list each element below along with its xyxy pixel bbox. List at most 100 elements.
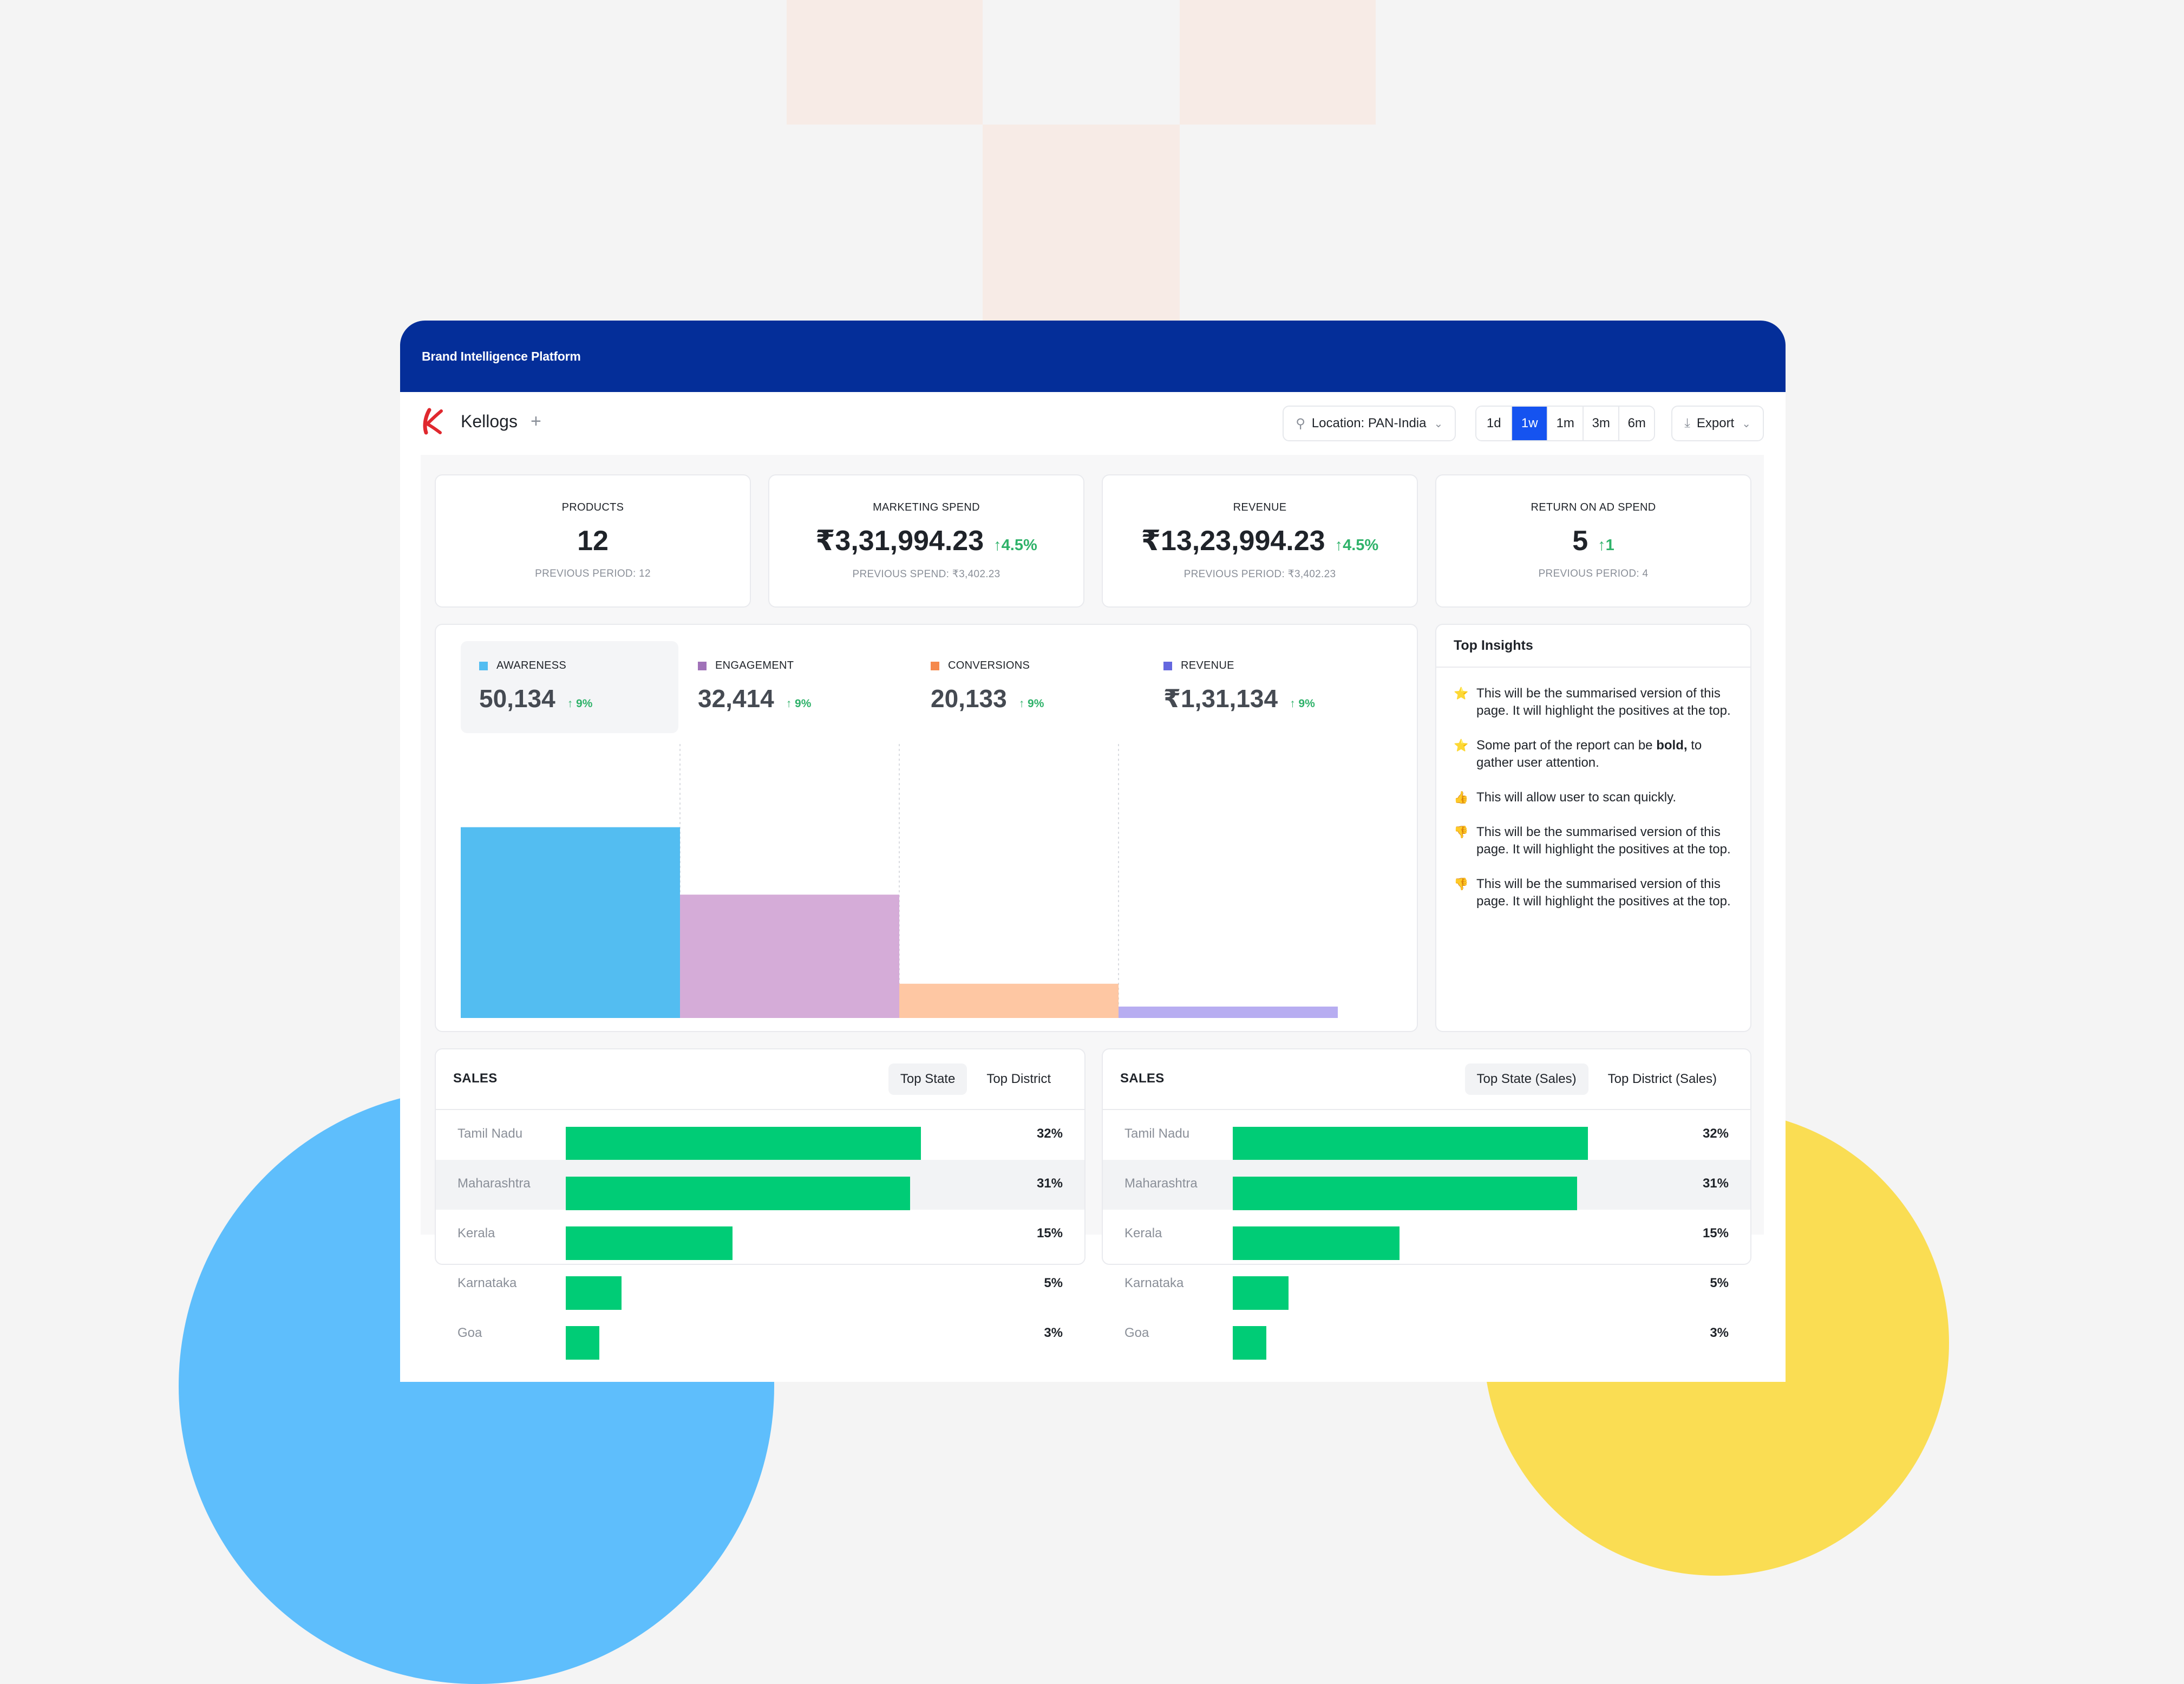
table-row[interactable]: Kerala 15%: [436, 1210, 1084, 1260]
location-dropdown[interactable]: ⚲ Location: PAN-India ⌄: [1283, 406, 1456, 441]
location-pin-icon: ⚲: [1296, 416, 1305, 431]
kpi-delta: ↑4.5%: [1335, 537, 1379, 554]
kpi-label: RETURN ON AD SPEND: [1531, 501, 1656, 513]
legend-value: 50,134: [479, 684, 555, 713]
table-row[interactable]: Maharashtra 31%: [436, 1160, 1084, 1210]
legend-label: REVENUE: [1181, 660, 1234, 671]
legend-swatch: [698, 661, 707, 670]
thumbs-down-icon: 👎: [1454, 825, 1469, 839]
kellogs-logo-icon: [423, 408, 443, 435]
kpi-value: 12: [577, 525, 609, 557]
tab-top-state[interactable]: Top State: [888, 1063, 967, 1095]
state-name: Kerala: [457, 1226, 495, 1241]
sales-bar: [1233, 1276, 1289, 1310]
insight-text-part: to gather user attention.: [1476, 738, 1702, 770]
range-3m[interactable]: 3m: [1584, 407, 1620, 440]
kpi-delta: ↑4.5%: [993, 537, 1037, 554]
sales-bar: [1233, 1326, 1266, 1360]
legend-label: ENGAGEMENT: [715, 660, 794, 671]
kpi-card-roas: RETURN ON AD SPEND 5 ↑1 PREVIOUS PERIOD:…: [1435, 474, 1751, 608]
kpi-value: ₹13,23,994.23: [1141, 525, 1325, 557]
sales-percent: 5%: [1710, 1276, 1729, 1290]
kpi-previous: PREVIOUS SPEND: ₹3,402.23: [852, 569, 1001, 580]
chevron-down-icon: ⌄: [1434, 417, 1443, 430]
sales-header: SALES Top State (Sales) Top District (Sa…: [1103, 1049, 1750, 1110]
tab-top-district[interactable]: Top District: [986, 1072, 1051, 1086]
dashboard-content: PRODUCTS 12 PREVIOUS PERIOD: 12 MARKETIN…: [421, 455, 1764, 1360]
insight-text: This will be the summarised version of t…: [1476, 877, 1731, 909]
table-row[interactable]: Karnataka 5%: [436, 1259, 1084, 1310]
state-name: Tamil Nadu: [1124, 1126, 1190, 1141]
insight-text: This will be the summarised version of t…: [1476, 825, 1731, 857]
state-name: Goa: [1124, 1326, 1149, 1340]
export-button[interactable]: ⤓ Export ⌄: [1671, 406, 1764, 441]
legend-revenue[interactable]: REVENUE ₹1,31,134 ↑ 9%: [1145, 641, 1362, 733]
chart-bar-engagement[interactable]: [680, 895, 899, 1018]
sales-percent: 3%: [1044, 1326, 1063, 1340]
table-row[interactable]: Kerala 15%: [1103, 1210, 1750, 1260]
sales-title: SALES: [1120, 1071, 1165, 1086]
kpi-value: 5: [1572, 525, 1588, 557]
kpi-previous: PREVIOUS PERIOD: 12: [535, 568, 651, 579]
kpi-value-row: 5 ↑1: [1436, 525, 1750, 557]
insight-item: ⭐ This will be the summarised version of…: [1436, 685, 1750, 720]
legend-value: 32,414: [698, 684, 774, 713]
range-6m[interactable]: 6m: [1619, 407, 1655, 440]
table-row[interactable]: Tamil Nadu 32%: [1103, 1110, 1750, 1160]
legend-awareness[interactable]: AWARENESS 50,134 ↑ 9%: [461, 641, 678, 733]
legend-engagement[interactable]: ENGAGEMENT 32,414 ↑ 9%: [679, 641, 896, 733]
star-icon: ⭐: [1454, 687, 1469, 700]
download-icon: ⤓: [1684, 416, 1690, 430]
insight-text: This will allow user to scan quickly.: [1476, 790, 1677, 805]
background-square: [983, 125, 1180, 321]
range-1w[interactable]: 1w: [1512, 407, 1548, 440]
sales-percent: 32%: [1036, 1126, 1063, 1141]
sales-percent: 15%: [1036, 1226, 1063, 1241]
sales-bar: [1233, 1127, 1588, 1160]
brand-bar: Kellogs + ⚲ Location: PAN-India ⌄ 1d 1w …: [400, 392, 1786, 451]
range-1m[interactable]: 1m: [1548, 407, 1584, 440]
thumbs-up-icon: 👍: [1454, 791, 1469, 804]
tab-top-district-sales[interactable]: Top District (Sales): [1607, 1072, 1717, 1086]
kpi-previous: PREVIOUS PERIOD: 4: [1538, 568, 1649, 579]
table-row[interactable]: Goa 3%: [436, 1309, 1084, 1360]
top-insights-card: Top Insights ⭐ This will be the summaris…: [1435, 624, 1751, 1032]
legend-conversions[interactable]: CONVERSIONS 20,133 ↑ 9%: [912, 641, 1129, 733]
sales-header: SALES Top State Top District: [436, 1049, 1084, 1110]
app-window: Brand Intelligence Platform Kellogs + ⚲ …: [400, 321, 1786, 1382]
state-name: Maharashtra: [457, 1176, 531, 1191]
legend-delta: ↑ 9%: [786, 697, 812, 710]
star-icon: ⭐: [1454, 739, 1469, 752]
sales-bar: [566, 1276, 622, 1310]
insight-bold-text: bold,: [1656, 738, 1688, 753]
kpi-value-row: ₹13,23,994.23 ↑4.5%: [1103, 525, 1417, 557]
insight-text-part: Some part of the report can be: [1476, 738, 1657, 753]
legend-delta: ↑ 9%: [1018, 697, 1044, 710]
state-name: Goa: [457, 1326, 482, 1340]
sales-rows: Tamil Nadu 32% Maharashtra 31% Kerala 15% Karn…: [1103, 1110, 1750, 1360]
kpi-delta: ↑1: [1598, 537, 1614, 554]
chart-bar-conversions[interactable]: [899, 983, 1119, 1018]
range-1d[interactable]: 1d: [1476, 407, 1513, 440]
table-row[interactable]: Karnataka 5%: [1103, 1259, 1750, 1310]
kpi-previous: PREVIOUS PERIOD: ₹3,402.23: [1183, 569, 1336, 580]
insight-item: 👍 This will allow user to scan quickly.: [1436, 789, 1750, 806]
kpi-value-row: ₹3,31,994.23 ↑4.5%: [769, 525, 1083, 557]
kpi-value-row: 12: [436, 525, 750, 557]
chart-bar-revenue[interactable]: [1119, 1006, 1338, 1018]
chart-bar-awareness[interactable]: [461, 827, 680, 1018]
sales-bar: [566, 1177, 910, 1210]
export-label: Export: [1696, 416, 1735, 430]
insight-item: 👎 This will be the summarised version of…: [1436, 876, 1750, 910]
tab-top-state-sales[interactable]: Top State (Sales): [1464, 1063, 1588, 1095]
insight-text: This will be the summarised version of t…: [1476, 686, 1731, 718]
table-row[interactable]: Maharashtra 31%: [1103, 1160, 1750, 1210]
table-row[interactable]: Goa 3%: [1103, 1309, 1750, 1360]
sales-percent: 32%: [1702, 1126, 1729, 1141]
legend-swatch: [931, 661, 939, 670]
legend-swatch: [1163, 661, 1172, 670]
legend-value: 20,133: [931, 684, 1007, 713]
toolbar-controls: ⚲ Location: PAN-India ⌄ 1d 1w 1m 3m 6m ⤓…: [1283, 406, 1764, 441]
add-brand-button[interactable]: +: [530, 410, 541, 432]
table-row[interactable]: Tamil Nadu 32%: [436, 1110, 1084, 1160]
